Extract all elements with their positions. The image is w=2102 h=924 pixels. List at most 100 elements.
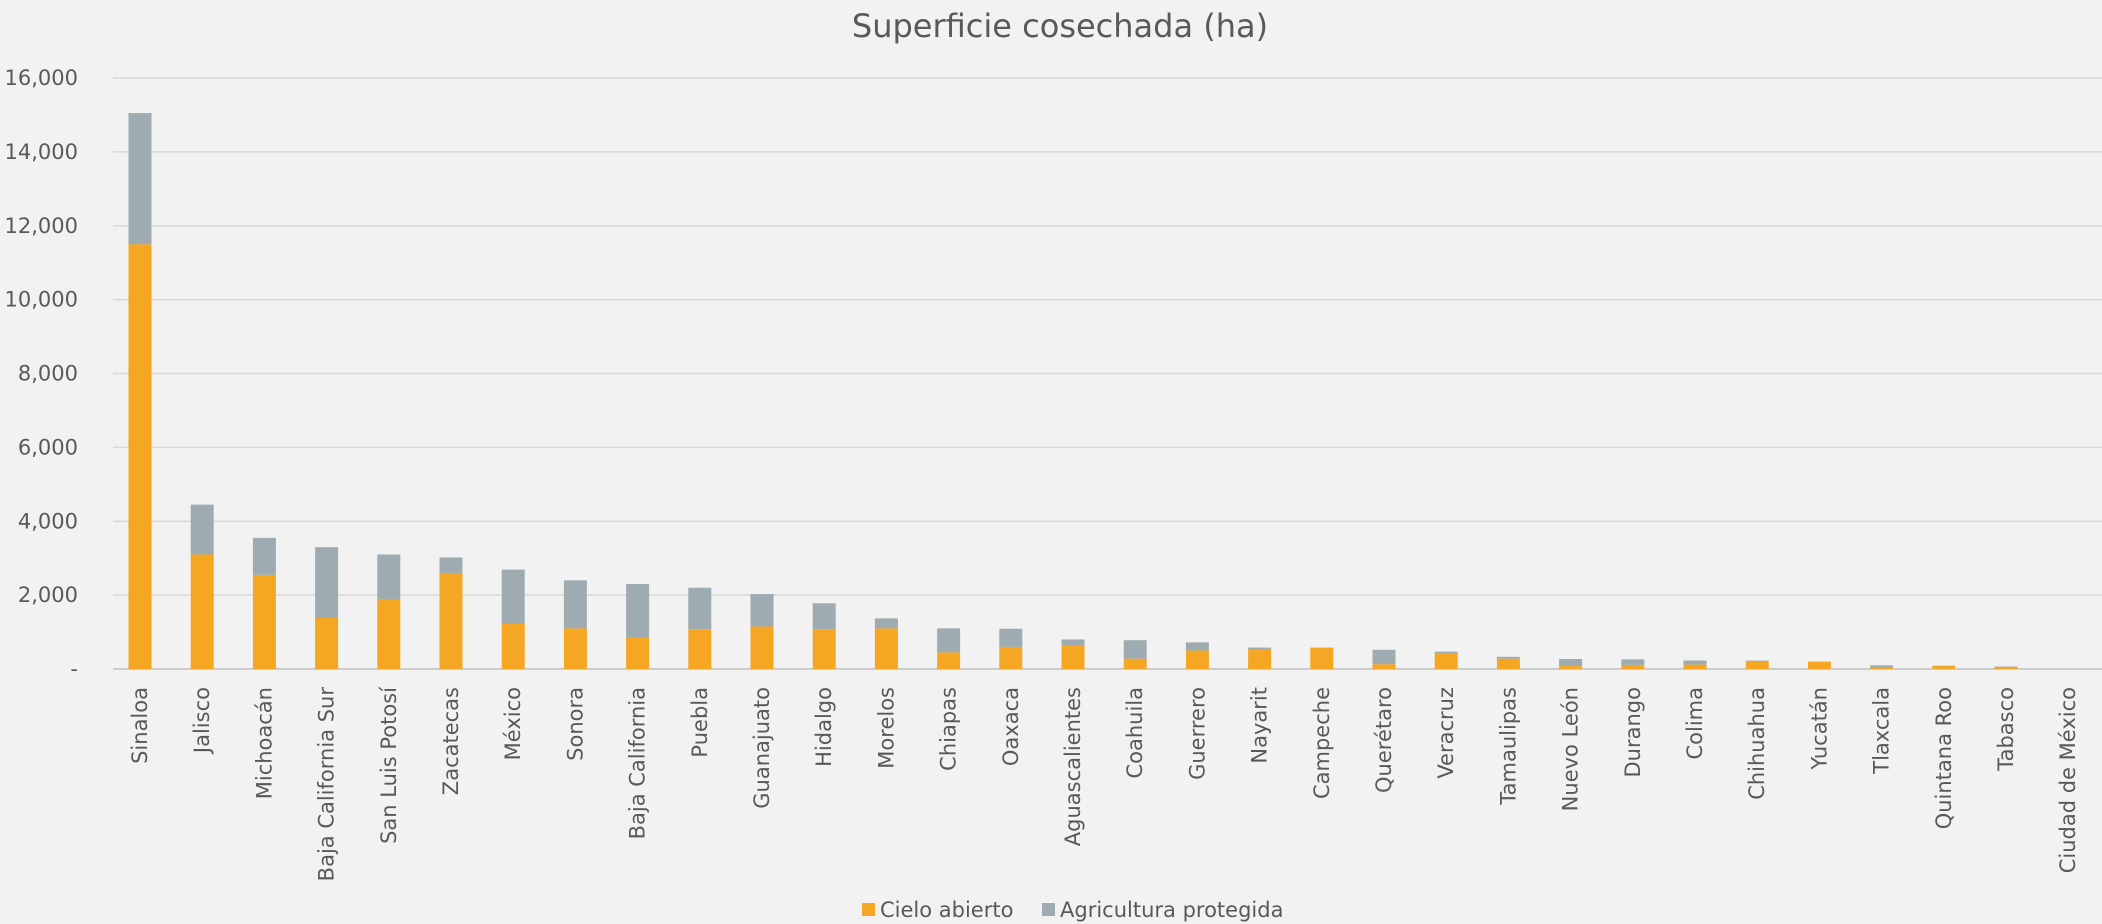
- bar-segment-cielo-abierto: [1185, 650, 1209, 669]
- bar-segment-cielo-abierto: [252, 574, 276, 669]
- x-tick-label: Baja California: [626, 687, 650, 839]
- bar-segment-agricultura-protegida: [315, 547, 339, 619]
- bar-segment-cielo-abierto: [190, 554, 214, 669]
- x-tick-label: Colima: [1683, 687, 1707, 760]
- x-tick-label: Campeche: [1310, 687, 1334, 799]
- x-tick-label: Quintana Roo: [1932, 687, 1956, 829]
- bar-segment-cielo-abierto: [812, 629, 836, 669]
- bar-segment-agricultura-protegida: [1185, 642, 1209, 651]
- bar-segment-cielo-abierto: [1807, 661, 1831, 669]
- x-tick-label: Sonora: [563, 687, 587, 761]
- x-tick-label: Veracruz: [1434, 687, 1458, 779]
- x-tick-label: Nuevo León: [1559, 687, 1583, 811]
- x-tick-label: Michoacán: [252, 687, 276, 799]
- bar-segment-cielo-abierto: [315, 618, 339, 669]
- y-tick-label: 14,000: [5, 140, 78, 164]
- x-tick-label: Tabasco: [1994, 687, 2018, 772]
- x-tick-label: Puebla: [688, 687, 712, 758]
- y-tick-label: 12,000: [5, 214, 78, 238]
- bar-segment-cielo-abierto: [1248, 649, 1272, 669]
- legend-label: Cielo abierto: [880, 898, 1013, 922]
- bar-segment-agricultura-protegida: [999, 628, 1023, 647]
- y-tick-label: 8,000: [18, 362, 78, 386]
- x-tick-label: Chiapas: [937, 687, 961, 771]
- bar-segment-agricultura-protegida: [1434, 651, 1458, 654]
- bar-segment-agricultura-protegida: [1621, 659, 1645, 665]
- bar-segment-agricultura-protegida: [190, 504, 214, 555]
- bar-segment-cielo-abierto: [1061, 644, 1085, 669]
- x-tick-label: Oaxaca: [999, 687, 1023, 766]
- x-tick-label: México: [501, 687, 525, 760]
- bar-segment-cielo-abierto: [1870, 667, 1894, 669]
- x-tick-label: Sinaloa: [128, 687, 152, 764]
- x-tick-label: Durango: [1621, 687, 1645, 777]
- bar-segment-agricultura-protegida: [1061, 639, 1085, 645]
- x-tick-label: Nayarit: [1248, 687, 1272, 764]
- bar-segment-agricultura-protegida: [501, 569, 525, 624]
- bar-segment-agricultura-protegida: [874, 618, 898, 629]
- bar-segment-agricultura-protegida: [377, 554, 401, 600]
- x-tick-label: Tlaxcala: [1870, 687, 1894, 775]
- x-tick-label: Aguascalientes: [1061, 687, 1085, 846]
- y-axis-ticks: - 2,000 4,000 6,000 8,000 10,000 12,000 14,000 1…: [5, 66, 78, 681]
- chart-title: Superficie cosechada (ha): [852, 7, 1268, 45]
- legend: Cielo abierto Agricultura protegida: [862, 898, 1283, 922]
- bar-segment-cielo-abierto: [377, 599, 401, 669]
- bar-segment-cielo-abierto: [1683, 664, 1707, 669]
- bar-segment-cielo-abierto: [501, 623, 525, 669]
- x-tick-label: Tamaulipas: [1496, 687, 1520, 806]
- bar-segment-cielo-abierto: [1372, 664, 1396, 669]
- x-tick-label: Hidalgo: [812, 687, 836, 767]
- bar-segment-cielo-abierto: [1559, 666, 1583, 669]
- bar-segment-agricultura-protegida: [563, 580, 587, 629]
- x-tick-label: Ciudad de México: [2056, 687, 2080, 873]
- bar-segment-cielo-abierto: [688, 629, 712, 669]
- x-tick-label: Chihuahua: [1745, 687, 1769, 800]
- x-tick-label: Yucatán: [1807, 687, 1831, 771]
- bar-segment-cielo-abierto: [937, 652, 961, 669]
- bar-segment-agricultura-protegida: [937, 628, 961, 653]
- bar-segment-cielo-abierto: [1621, 664, 1645, 669]
- bars: [128, 113, 2018, 669]
- bar-segment-agricultura-protegida: [750, 594, 774, 627]
- bar-segment-cielo-abierto: [1745, 660, 1769, 669]
- legend-swatch: [862, 903, 875, 916]
- bar-segment-agricultura-protegida: [1496, 656, 1520, 659]
- x-tick-label: Querétaro: [1372, 687, 1396, 793]
- x-tick-label: Morelos: [874, 687, 898, 769]
- bar-segment-cielo-abierto: [1932, 666, 1956, 669]
- x-axis-ticks: Sinaloa Jalisco Michoacán Baja California S…: [128, 686, 2080, 881]
- x-tick-label: Jalisco: [190, 687, 214, 755]
- bar-segment-agricultura-protegida: [1683, 660, 1707, 665]
- bar-segment-agricultura-protegida: [688, 587, 712, 630]
- y-tick-label: 16,000: [5, 66, 78, 90]
- bar-segment-cielo-abierto: [999, 646, 1023, 669]
- bar-segment-cielo-abierto: [128, 244, 152, 669]
- bar-segment-cielo-abierto: [1123, 658, 1147, 669]
- bar-segment-cielo-abierto: [439, 573, 463, 669]
- bar-segment-cielo-abierto: [750, 626, 774, 669]
- bar-segment-agricultura-protegida: [1372, 649, 1396, 665]
- y-tick-label: 4,000: [18, 509, 78, 533]
- x-tick-label: Guanajuato: [750, 687, 774, 809]
- x-tick-label: Baja California Sur: [315, 687, 339, 882]
- bar-segment-cielo-abierto: [874, 628, 898, 669]
- x-tick-label: Guerrero: [1185, 687, 1209, 780]
- y-tick-label: 6,000: [18, 435, 78, 459]
- bar-segment-agricultura-protegida: [812, 603, 836, 630]
- bar-segment-agricultura-protegida: [252, 537, 276, 575]
- bar-segment-cielo-abierto: [626, 637, 650, 669]
- bar-segment-agricultura-protegida: [1870, 665, 1894, 668]
- bar-segment-cielo-abierto: [1310, 647, 1334, 669]
- legend-label: Agricultura protegida: [1060, 898, 1283, 922]
- gridlines: [113, 77, 2102, 670]
- bar-segment-cielo-abierto: [1994, 666, 2018, 669]
- bar-segment-agricultura-protegida: [626, 584, 650, 638]
- bar-segment-cielo-abierto: [563, 628, 587, 669]
- x-tick-label: Coahuila: [1123, 687, 1147, 779]
- legend-swatch: [1042, 903, 1055, 916]
- y-tick-label: 10,000: [5, 288, 78, 312]
- x-tick-label: San Luis Potosí: [377, 686, 401, 844]
- bar-segment-cielo-abierto: [1434, 653, 1458, 669]
